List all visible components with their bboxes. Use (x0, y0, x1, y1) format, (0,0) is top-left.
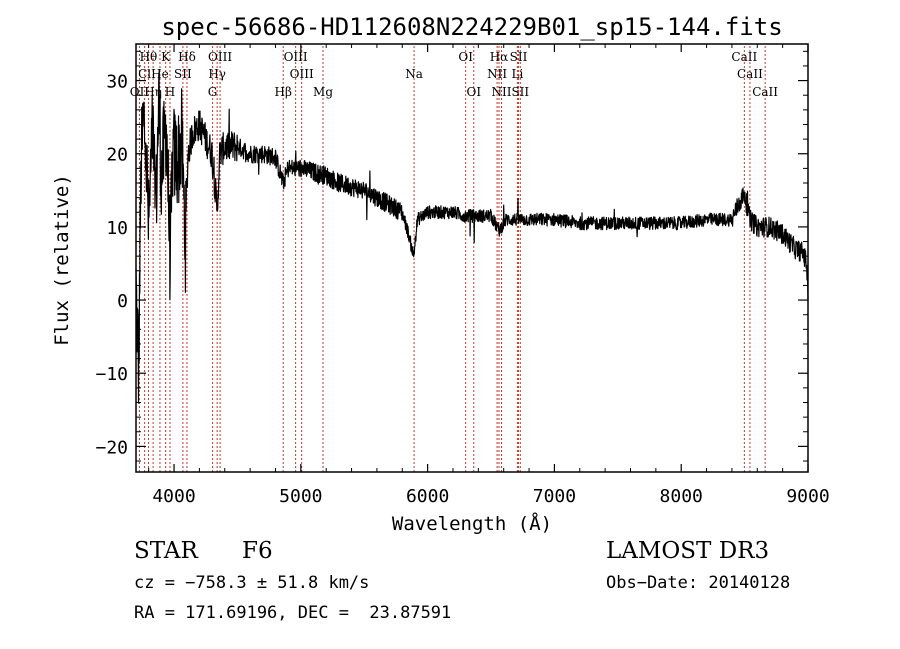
annotation-label: SII (174, 67, 192, 81)
annotation-label: Hη (144, 85, 162, 99)
x-tick-label: 6000 (406, 486, 449, 507)
annotation-label: H (165, 85, 175, 99)
obs-date-text: Obs−Date: 20140128 (606, 573, 791, 593)
annotation-label: Hβ (275, 85, 292, 99)
x-axis-ticks: 4000 5000 6000 7000 8000 9000 (148, 44, 830, 507)
annotation-label: OII (130, 85, 150, 99)
y-axis-label: Flux (relative) (51, 174, 73, 346)
y-axis-ticks: −20 −10 0 10 20 30 (95, 50, 808, 462)
y-tick-label: 0 (117, 291, 128, 312)
annotation-label: OI (466, 85, 481, 99)
annotation-label: OIII (208, 50, 232, 64)
line-annotation-markers (138, 46, 766, 472)
y-tick-label: 20 (106, 145, 128, 166)
annotation-label: OIII (290, 67, 314, 81)
coordinates-text: RA = 171.69196, DEC = 23.87591 (134, 603, 452, 623)
annotation-label: NII (492, 85, 512, 99)
annotation-label: Na (405, 67, 423, 81)
y-tick-label: −10 (95, 364, 128, 385)
annotation-label: OIII (284, 50, 308, 64)
x-axis-label: Wavelength (Å) (392, 512, 552, 535)
annotation-label: Li (511, 67, 523, 81)
annotation-label: NII (487, 67, 507, 81)
annotation-label: He (151, 67, 169, 81)
x-tick-label: 9000 (786, 486, 829, 507)
class-label: STAR (134, 538, 198, 564)
annotation-label: G (208, 85, 218, 99)
redshift-text: cz = −758.3 ± 51.8 km/s (134, 573, 370, 593)
y-tick-label: −20 (95, 437, 128, 458)
annotation-label: K (161, 50, 171, 64)
annotation-label: Hα (490, 50, 509, 64)
annotation-label: CaII (731, 50, 757, 64)
spectrum-line (135, 71, 809, 404)
y-tick-label: 30 (106, 72, 128, 93)
annotation-label: Mg (313, 85, 333, 99)
x-tick-label: 7000 (533, 486, 576, 507)
chart-title: spec-56686-HD112608N224229B01_sp15-144.f… (161, 13, 782, 41)
subclass-label: F6 (242, 538, 273, 564)
y-tick-label: 10 (106, 218, 128, 239)
annotation-label: Cl (138, 67, 151, 81)
annotation-label: Hγ (208, 67, 226, 81)
x-tick-label: 5000 (279, 486, 322, 507)
annotation-label: CaII (737, 67, 763, 81)
annotation-label: OI (458, 50, 473, 64)
annotation-label: SII (510, 50, 528, 64)
plot-frame (135, 43, 809, 473)
annotation-label: Hθ (140, 50, 158, 64)
annotation-label: CaII (752, 85, 778, 99)
survey-label: LAMOST DR3 (606, 538, 770, 564)
x-tick-label: 8000 (660, 486, 703, 507)
x-tick-label: 4000 (152, 486, 195, 507)
annotation-label: SII (511, 85, 529, 99)
annotation-label: Hδ (178, 50, 196, 64)
